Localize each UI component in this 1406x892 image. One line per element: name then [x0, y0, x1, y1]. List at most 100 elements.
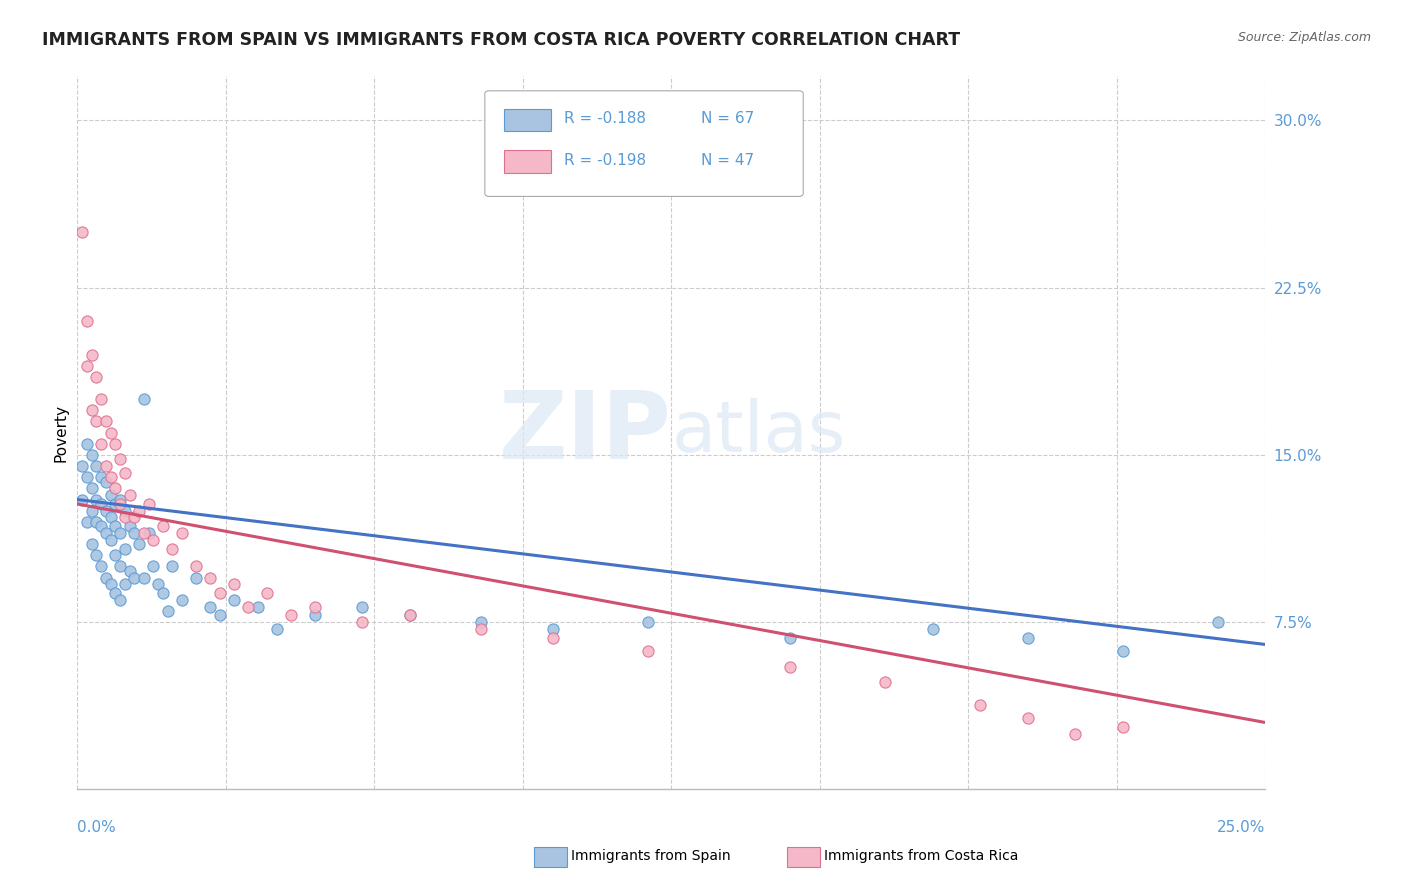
Point [108, 492, 131, 507]
Point [238, 599, 260, 614]
Point [280, 608, 302, 623]
Point [70, 225, 93, 239]
Point [90, 497, 112, 511]
Point [779, 660, 801, 674]
Point [304, 599, 326, 614]
Point [132, 526, 155, 541]
Text: Immigrants from Spain: Immigrants from Spain [571, 849, 731, 863]
Point [1206, 615, 1229, 630]
Point [352, 599, 374, 614]
Point [399, 608, 422, 623]
Point [104, 586, 127, 600]
Point [80, 448, 103, 462]
Point [94, 459, 117, 474]
Point [100, 470, 122, 484]
Point [208, 586, 231, 600]
Point [114, 466, 136, 480]
Point [637, 615, 659, 630]
Point [124, 526, 146, 541]
Point [100, 425, 122, 440]
Point [208, 608, 231, 623]
Point [352, 615, 374, 630]
Point [94, 414, 117, 428]
Text: N = 67: N = 67 [702, 112, 754, 126]
Text: N = 47: N = 47 [702, 153, 754, 168]
Point [104, 497, 127, 511]
Point [104, 519, 127, 533]
Point [76, 359, 98, 373]
Point [80, 403, 103, 417]
Point [114, 577, 136, 591]
Point [1112, 720, 1135, 734]
Point [90, 437, 112, 451]
Point [156, 604, 179, 618]
Point [132, 571, 155, 585]
Point [246, 599, 269, 614]
Text: IMMIGRANTS FROM SPAIN VS IMMIGRANTS FROM COSTA RICA POVERTY CORRELATION CHART: IMMIGRANTS FROM SPAIN VS IMMIGRANTS FROM… [42, 31, 960, 49]
Point [779, 631, 801, 645]
Point [146, 577, 169, 591]
Text: R = -0.198: R = -0.198 [564, 153, 647, 168]
Point [76, 314, 98, 328]
Bar [503, 109, 551, 131]
Point [124, 510, 146, 524]
Point [399, 608, 422, 623]
Point [138, 497, 160, 511]
Point [104, 548, 127, 563]
Point [108, 592, 131, 607]
FancyBboxPatch shape [485, 91, 803, 196]
Point [94, 571, 117, 585]
Point [128, 537, 150, 551]
Point [90, 392, 112, 407]
Point [1017, 711, 1039, 725]
Point [70, 459, 93, 474]
Point [76, 515, 98, 529]
Point [128, 503, 150, 517]
Point [186, 571, 208, 585]
Point [118, 519, 141, 533]
Point [470, 622, 492, 636]
Point [90, 559, 112, 574]
Point [100, 577, 122, 591]
Point [80, 503, 103, 517]
Point [637, 644, 659, 658]
Point [304, 608, 326, 623]
Text: 25.0%: 25.0% [1218, 821, 1265, 835]
Point [114, 503, 136, 517]
Point [100, 510, 122, 524]
Point [541, 631, 564, 645]
Point [80, 537, 103, 551]
Point [76, 437, 98, 451]
Point [108, 559, 131, 574]
Point [152, 586, 174, 600]
Point [80, 482, 103, 496]
Point [90, 470, 112, 484]
Point [162, 559, 184, 574]
Point [470, 615, 492, 630]
Point [108, 497, 131, 511]
Point [224, 592, 246, 607]
Point [108, 452, 131, 467]
Text: atlas: atlas [672, 398, 846, 467]
Point [224, 577, 246, 591]
Point [138, 526, 160, 541]
Point [132, 392, 155, 407]
Point [100, 488, 122, 502]
Point [118, 564, 141, 578]
Point [921, 622, 943, 636]
Point [70, 492, 93, 507]
Bar [503, 150, 551, 173]
Point [186, 559, 208, 574]
Point [200, 571, 222, 585]
Text: Immigrants from Costa Rica: Immigrants from Costa Rica [824, 849, 1018, 863]
Point [1017, 631, 1039, 645]
Point [969, 698, 991, 712]
Point [86, 414, 108, 428]
Point [162, 541, 184, 556]
Point [142, 533, 165, 547]
Point [104, 482, 127, 496]
Point [1112, 644, 1135, 658]
Point [152, 519, 174, 533]
Point [86, 459, 108, 474]
Point [170, 592, 193, 607]
